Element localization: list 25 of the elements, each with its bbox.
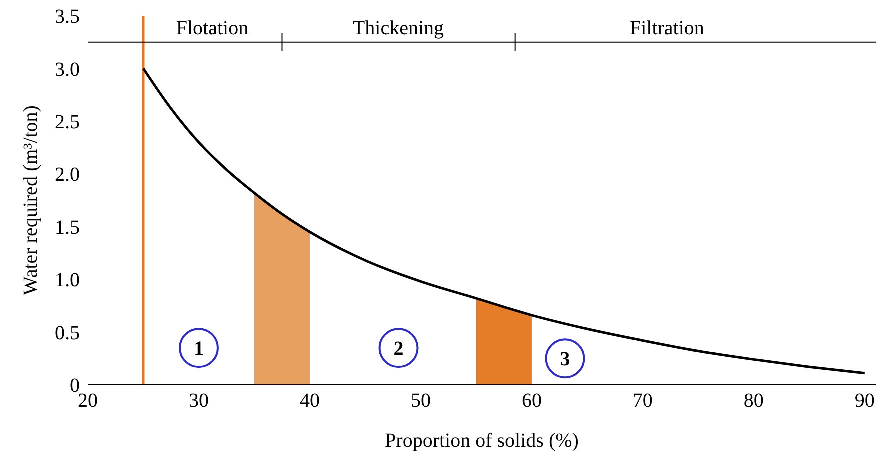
annotation: Flotation <box>176 17 249 40</box>
y-tick-label: 1.5 <box>55 216 80 239</box>
x-tick-label: 60 <box>522 390 542 412</box>
annotation: Thickening <box>352 17 444 40</box>
y-tick-label: 3.5 <box>55 6 80 28</box>
y-tick-label: 0 <box>70 375 80 398</box>
x-axis-title: Proportion of solids (%) <box>385 430 579 452</box>
x-tick-label: 50 <box>410 390 431 412</box>
x-tick-label: 20 <box>78 390 98 412</box>
x-tick-label: 30 <box>188 390 209 412</box>
y-tick-label: 2.0 <box>55 164 80 186</box>
line-series <box>142 67 866 375</box>
x-tick-label: 90 <box>854 390 875 412</box>
y-tick-label: 3.0 <box>55 58 80 81</box>
annotation: 1 <box>194 338 204 360</box>
x-tick-label: 80 <box>744 390 764 412</box>
y-tick-label: 0.5 <box>55 322 80 344</box>
x-tick-label: 70 <box>632 390 653 412</box>
y-axis-title: Water required (m³/ton) <box>20 106 42 296</box>
y-tick-label: 2.5 <box>55 112 80 134</box>
annotation: 2 <box>394 338 404 360</box>
annotation: Filtration <box>630 17 704 40</box>
x-tick-label: 40 <box>300 390 320 412</box>
annotation: 3 <box>560 348 570 371</box>
y-tick-label: 1.0 <box>55 270 80 292</box>
